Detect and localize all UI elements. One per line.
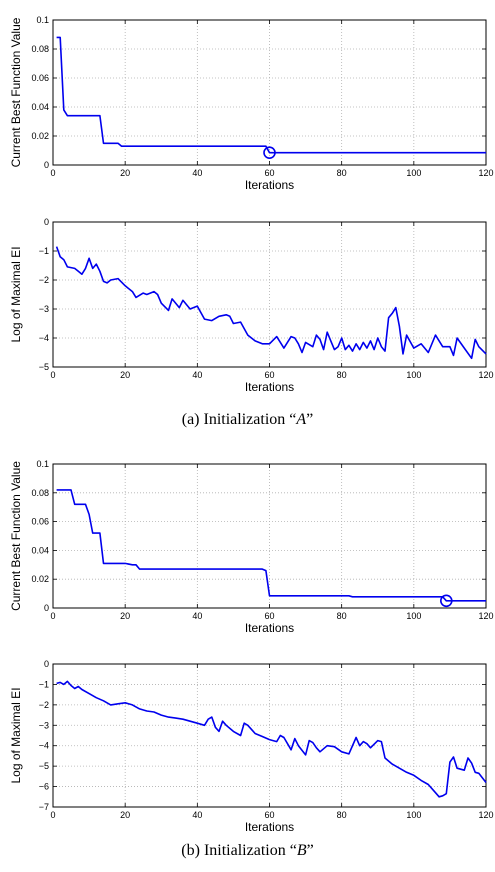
caption-b-letter: B	[296, 842, 307, 859]
caption-a-letter: A	[296, 411, 307, 428]
caption-b: (b) Initialization “B”	[0, 842, 495, 860]
y-axis-label: Log of Maximal EI	[9, 687, 23, 783]
y-tick-label: −3	[39, 304, 49, 314]
x-tick-label: 40	[192, 810, 202, 820]
x-tick-label: 0	[50, 611, 55, 621]
x-tick-label: 20	[120, 810, 130, 820]
x-tick-label: 100	[406, 810, 421, 820]
x-axis-label: Iterations	[245, 621, 294, 635]
y-tick-label: 0	[44, 603, 49, 613]
x-tick-label: 40	[192, 611, 202, 621]
y-tick-label: −6	[39, 782, 49, 792]
caption-b-prefix: (b) Initialization “	[181, 842, 297, 859]
y-tick-label: −4	[39, 333, 49, 343]
y-axis-label: Log of Maximal EI	[9, 246, 23, 342]
y-tick-label: −7	[39, 802, 49, 812]
x-axis-label: Iterations	[245, 380, 294, 394]
x-tick-label: 20	[120, 611, 130, 621]
x-tick-label: 120	[478, 810, 493, 820]
x-tick-label: 100	[406, 611, 421, 621]
y-tick-label: −5	[39, 761, 49, 771]
y-tick-label: −2	[39, 700, 49, 710]
x-axis-label: Iterations	[245, 820, 294, 834]
x-tick-label: 60	[264, 810, 274, 820]
chart-b-ei: 0 20 40 60 80 100 120 −7 −6 −5 −4 −3 −2 −1 0 Iterations…	[9, 659, 494, 834]
y-tick-label: −1	[39, 679, 49, 689]
x-tick-label: 120	[478, 370, 493, 380]
x-tick-label: 0	[50, 810, 55, 820]
y-tick-label: 0.1	[36, 459, 49, 469]
y-tick-label: 0.04	[31, 102, 49, 112]
chart-a-best: 0 20 40 60 80 100 120 0 0.02 0.04 0.06 0.08 0.1 Itera…	[9, 15, 494, 192]
y-axis-label: Current Best Function Value	[9, 17, 23, 167]
x-tick-label: 100	[406, 370, 421, 380]
y-tick-label: −5	[39, 362, 49, 372]
series-line	[56, 489, 486, 602]
series-line	[56, 36, 486, 154]
y-tick-label: 0	[44, 160, 49, 170]
y-tick-label: −4	[39, 741, 49, 751]
x-tick-label: 0	[50, 168, 55, 178]
y-tick-label: 0.02	[31, 131, 49, 141]
best-point-marker	[440, 594, 453, 608]
series-line	[55, 246, 487, 360]
y-tick-label: 0.06	[31, 73, 49, 83]
x-tick-label: 120	[478, 168, 493, 178]
series-line	[56, 680, 487, 798]
x-axis-label: Iterations	[245, 178, 294, 192]
chart-a-ei: 0 20 40 60 80 100 120 −5 −4 −3 −2 −1 0 Iterations Log …	[9, 217, 494, 394]
x-tick-label: 20	[120, 168, 130, 178]
y-tick-label: 0	[44, 659, 49, 669]
chart-b-best: 0 20 40 60 80 100 120 0 0.02 0.04 0.06 0.08 0.1 Itera…	[9, 459, 494, 635]
x-tick-label: 60	[264, 168, 274, 178]
y-tick-label: −3	[39, 720, 49, 730]
y-tick-label: 0.06	[31, 517, 49, 527]
x-tick-label: 100	[406, 168, 421, 178]
y-tick-label: 0.08	[31, 488, 49, 498]
x-tick-label: 120	[478, 611, 493, 621]
y-tick-label: 0.08	[31, 44, 49, 54]
y-tick-label: 0.1	[36, 15, 49, 25]
x-tick-label: 80	[337, 370, 347, 380]
x-tick-label: 80	[337, 810, 347, 820]
y-tick-label: 0	[44, 217, 49, 227]
x-tick-label: 60	[264, 611, 274, 621]
caption-a-prefix: (a) Initialization “	[181, 411, 297, 428]
y-tick-label: −2	[39, 275, 49, 285]
x-tick-label: 60	[264, 370, 274, 380]
caption-a-suffix: ”	[306, 411, 314, 428]
x-tick-label: 20	[120, 370, 130, 380]
y-tick-label: −1	[39, 246, 49, 256]
x-tick-label: 40	[192, 370, 202, 380]
best-point-marker	[263, 146, 276, 159]
x-tick-label: 80	[337, 611, 347, 621]
caption-b-suffix: ”	[306, 842, 314, 859]
y-axis-label: Current Best Function Value	[9, 461, 23, 611]
caption-a: (a) Initialization “A”	[0, 411, 495, 429]
y-tick-label: 0.04	[31, 545, 49, 555]
x-tick-label: 40	[192, 168, 202, 178]
x-tick-label: 0	[50, 370, 55, 380]
y-tick-label: 0.02	[31, 574, 49, 584]
x-tick-label: 80	[337, 168, 347, 178]
